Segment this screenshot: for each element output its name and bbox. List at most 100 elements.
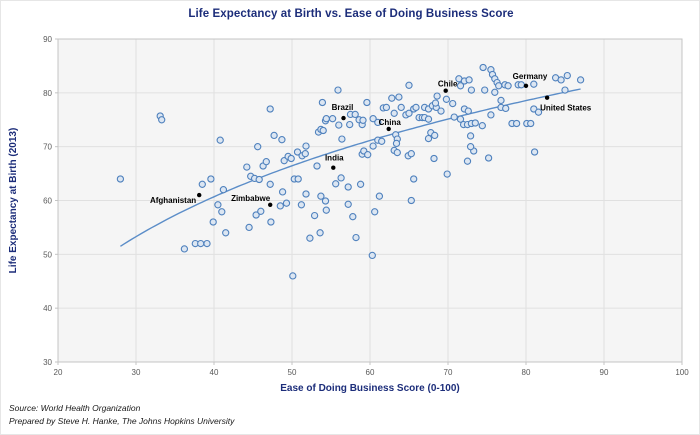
x-tick-label: 60 [366,368,375,377]
data-point [318,98,327,107]
data-point [243,163,251,171]
data-point [368,251,376,260]
data-point [334,86,342,94]
data-point [322,206,330,214]
data-point [297,201,306,209]
data-point [466,143,475,151]
data-point [321,197,330,205]
data-point [449,99,457,108]
data-point [197,239,205,248]
data-point [397,103,405,112]
data-point [319,126,327,135]
data-point [207,175,215,183]
data-point [216,136,224,144]
data-point [359,116,367,124]
labeled-data-point-united-states [544,95,550,100]
data-point [405,81,413,89]
data-point [301,150,309,158]
data-point [471,119,479,127]
data-point [322,115,330,123]
data-point [310,211,319,220]
data-point [222,229,230,237]
data-point [255,175,263,184]
data-point [270,131,278,140]
data-point [430,154,438,163]
data-point [335,121,343,129]
data-point [276,202,284,210]
data-point [491,88,499,96]
data-point [302,190,310,198]
data-point [374,118,382,127]
data-point [257,207,265,215]
data-point [254,143,262,151]
data-point [463,157,472,165]
x-tick-label: 40 [210,368,219,377]
data-point [180,245,189,253]
data-point [557,76,565,84]
data-point [328,115,337,123]
data-point [450,113,458,121]
x-tick-label: 90 [600,368,609,377]
labeled-data-point-china [386,126,391,132]
data-point [530,80,538,88]
data-point [407,196,415,205]
data-point [465,76,473,84]
data-point [517,81,525,89]
y-tick-label: 50 [43,250,52,259]
data-point [332,180,340,188]
data-point [313,162,321,170]
data-point [561,86,569,94]
data-point [346,120,354,129]
data-point [337,174,345,182]
data-point [388,94,396,102]
data-point [218,208,226,216]
data-point [219,186,228,194]
data-point [252,211,260,219]
country-label-brazil: Brazil [332,103,354,112]
data-point [456,115,465,123]
y-tick-label: 30 [43,358,52,367]
data-point [351,110,359,119]
data-point [464,107,472,115]
y-tick-label: 90 [43,35,52,44]
prepared-by-line: Prepared by Steve H. Hanke, The Johns Ho… [9,416,235,426]
data-point [287,154,295,163]
data-point [487,111,495,119]
data-point [497,96,505,105]
data-point [478,122,486,130]
data-point [424,115,433,123]
x-tick-label: 80 [522,368,531,377]
country-label-chile: Chile [438,80,458,89]
data-point [431,99,440,107]
data-point [375,192,384,200]
data-point [364,151,372,159]
data-point [209,218,217,226]
data-point [456,82,465,90]
data-point [484,154,493,162]
data-point [563,71,571,80]
data-point [116,175,125,183]
data-point [382,103,391,112]
data-point [412,103,420,112]
labeled-data-point-zimbabwe [268,202,273,207]
data-point [289,272,297,280]
data-point [369,142,377,150]
labeled-data-point-india [331,165,336,170]
data-point [158,116,166,124]
country-label-united-states: United States [540,104,592,113]
data-point [467,86,476,94]
data-point [534,108,543,116]
data-point [278,188,287,196]
data-point [352,233,360,242]
source-note: Source: World Health Organization Prepar… [9,402,234,428]
data-point [390,109,398,117]
labeled-data-point-afghanistan [197,192,202,198]
data-point [393,148,401,157]
data-point [527,119,535,128]
country-label-india: India [325,154,344,163]
data-point [302,142,310,150]
data-point [410,175,418,183]
data-point [437,107,445,115]
data-point [443,170,451,178]
